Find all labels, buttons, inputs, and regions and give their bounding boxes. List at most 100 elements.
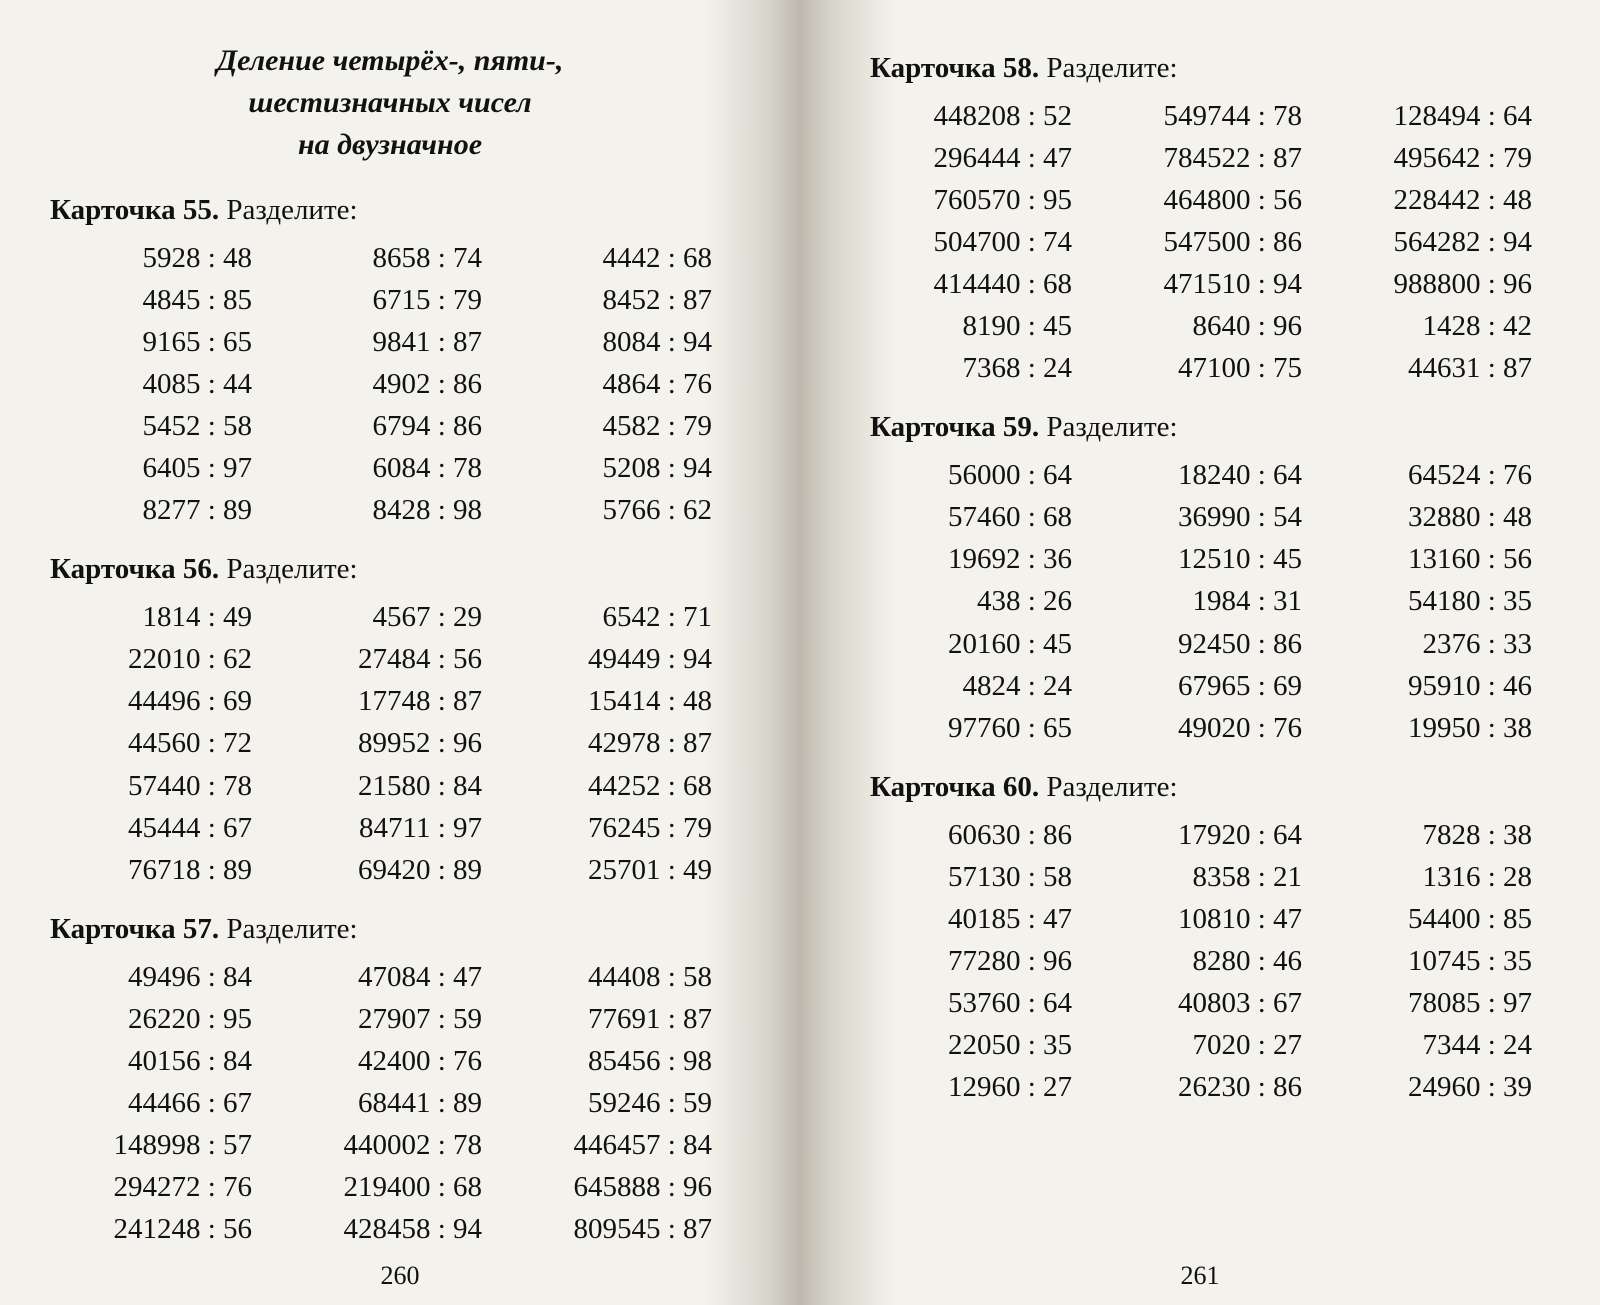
expr: 45444 : 67 xyxy=(50,807,270,849)
expr: 4085 : 44 xyxy=(50,363,270,405)
expr: 19692 : 36 xyxy=(870,538,1090,580)
expr: 44631 : 87 xyxy=(1330,347,1550,389)
expr: 27484 : 56 xyxy=(280,638,500,680)
expr: 219400 : 68 xyxy=(280,1166,500,1208)
section-title: Деление четырёх-, пяти-, шестизначных чи… xyxy=(50,40,730,166)
expr: 49020 : 76 xyxy=(1100,707,1320,749)
expr: 495642 : 79 xyxy=(1330,137,1550,179)
expr: 2376 : 33 xyxy=(1330,623,1550,665)
expr: 54180 : 35 xyxy=(1330,580,1550,622)
expr: 78085 : 97 xyxy=(1330,982,1550,1024)
expr: 760570 : 95 xyxy=(870,179,1090,221)
expr: 47100 : 75 xyxy=(1100,347,1320,389)
expr: 504700 : 74 xyxy=(870,221,1090,263)
expr: 4845 : 85 xyxy=(50,279,270,321)
expr: 20160 : 45 xyxy=(870,623,1090,665)
expr: 44560 : 72 xyxy=(50,722,270,764)
expr: 564282 : 94 xyxy=(1330,221,1550,263)
expr: 22010 : 62 xyxy=(50,638,270,680)
expr: 6405 : 97 xyxy=(50,447,270,489)
card-heading: Карточка 59. Разделите: xyxy=(870,411,1550,444)
expr: 77691 : 87 xyxy=(510,998,730,1040)
expr: 8358 : 21 xyxy=(1100,856,1320,898)
expr: 89952 : 96 xyxy=(280,722,500,764)
expr: 42978 : 87 xyxy=(510,722,730,764)
expr: 8277 : 89 xyxy=(50,489,270,531)
page-number-left: 260 xyxy=(0,1261,800,1291)
expr: 85456 : 98 xyxy=(510,1040,730,1082)
expr: 4824 : 24 xyxy=(870,665,1090,707)
expr: 8640 : 96 xyxy=(1100,305,1320,347)
card-57-problems: 49496 : 84 26220 : 95 40156 : 84 44466 :… xyxy=(50,956,730,1250)
title-line: Деление четырёх-, пяти-, xyxy=(217,44,564,77)
expr: 8428 : 98 xyxy=(280,489,500,531)
expr: 59246 : 59 xyxy=(510,1082,730,1124)
expr: 1984 : 31 xyxy=(1100,580,1320,622)
expr: 5928 : 48 xyxy=(50,237,270,279)
expr: 7020 : 27 xyxy=(1100,1024,1320,1066)
expr: 296444 : 47 xyxy=(870,137,1090,179)
expr: 428458 : 94 xyxy=(280,1208,500,1250)
page-number-right: 261 xyxy=(800,1261,1600,1291)
expr: 148998 : 57 xyxy=(50,1124,270,1166)
expr: 10810 : 47 xyxy=(1100,898,1320,940)
expr: 44408 : 58 xyxy=(510,956,730,998)
expr: 1428 : 42 xyxy=(1330,305,1550,347)
expr: 4864 : 76 xyxy=(510,363,730,405)
card-59-problems: 56000 : 64 57460 : 68 19692 : 36 438 : 2… xyxy=(870,454,1550,748)
card-57: Карточка 57. Разделите: 49496 : 84 26220… xyxy=(50,913,730,1250)
expr: 4567 : 29 xyxy=(280,596,500,638)
expr: 17748 : 87 xyxy=(280,680,500,722)
expr: 60630 : 86 xyxy=(870,814,1090,856)
expr: 471510 : 94 xyxy=(1100,263,1320,305)
expr: 44252 : 68 xyxy=(510,765,730,807)
expr: 19950 : 38 xyxy=(1330,707,1550,749)
expr: 76245 : 79 xyxy=(510,807,730,849)
expr: 6084 : 78 xyxy=(280,447,500,489)
expr: 4902 : 86 xyxy=(280,363,500,405)
expr: 8658 : 74 xyxy=(280,237,500,279)
expr: 8190 : 45 xyxy=(870,305,1090,347)
title-line: на двузначное xyxy=(298,128,482,161)
card-60-problems: 60630 : 86 57130 : 58 40185 : 47 77280 :… xyxy=(870,814,1550,1108)
expr: 8084 : 94 xyxy=(510,321,730,363)
card-56-problems: 1814 : 49 22010 : 62 44496 : 69 44560 : … xyxy=(50,596,730,890)
expr: 9841 : 87 xyxy=(280,321,500,363)
expr: 7368 : 24 xyxy=(870,347,1090,389)
expr: 40185 : 47 xyxy=(870,898,1090,940)
expr: 7828 : 38 xyxy=(1330,814,1550,856)
expr: 228442 : 48 xyxy=(1330,179,1550,221)
expr: 53760 : 64 xyxy=(870,982,1090,1024)
expr: 549744 : 78 xyxy=(1100,95,1320,137)
card-heading: Карточка 55. Разделите: xyxy=(50,194,730,227)
card-56: Карточка 56. Разделите: 1814 : 49 22010 … xyxy=(50,553,730,890)
expr: 128494 : 64 xyxy=(1330,95,1550,137)
expr: 49496 : 84 xyxy=(50,956,270,998)
expr: 988800 : 96 xyxy=(1330,263,1550,305)
expr: 809545 : 87 xyxy=(510,1208,730,1250)
card-59: Карточка 59. Разделите: 56000 : 64 57460… xyxy=(870,411,1550,748)
expr: 15414 : 48 xyxy=(510,680,730,722)
expr: 12510 : 45 xyxy=(1100,538,1320,580)
expr: 5452 : 58 xyxy=(50,405,270,447)
expr: 21580 : 84 xyxy=(280,765,500,807)
expr: 42400 : 76 xyxy=(280,1040,500,1082)
card-heading: Карточка 58. Разделите: xyxy=(870,52,1550,85)
expr: 77280 : 96 xyxy=(870,940,1090,982)
expr: 645888 : 96 xyxy=(510,1166,730,1208)
card-55: Карточка 55. Разделите: 5928 : 48 4845 :… xyxy=(50,194,730,531)
expr: 446457 : 84 xyxy=(510,1124,730,1166)
expr: 44466 : 67 xyxy=(50,1082,270,1124)
expr: 438 : 26 xyxy=(870,580,1090,622)
expr: 57130 : 58 xyxy=(870,856,1090,898)
expr: 294272 : 76 xyxy=(50,1166,270,1208)
expr: 7344 : 24 xyxy=(1330,1024,1550,1066)
card-60: Карточка 60. Разделите: 60630 : 86 57130… xyxy=(870,771,1550,1108)
expr: 26230 : 86 xyxy=(1100,1066,1320,1108)
expr: 47084 : 47 xyxy=(280,956,500,998)
expr: 27907 : 59 xyxy=(280,998,500,1040)
expr: 5766 : 62 xyxy=(510,489,730,531)
expr: 9165 : 65 xyxy=(50,321,270,363)
expr: 57460 : 68 xyxy=(870,496,1090,538)
expr: 440002 : 78 xyxy=(280,1124,500,1166)
